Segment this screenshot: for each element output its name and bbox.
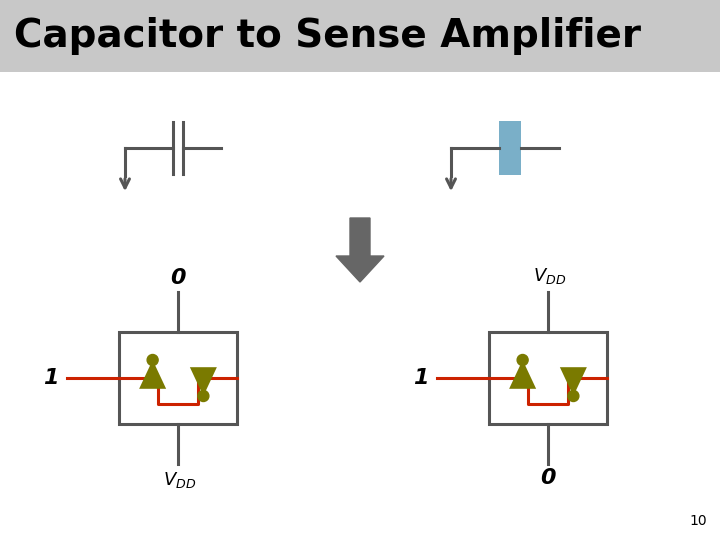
Circle shape (568, 390, 579, 402)
Text: 0: 0 (170, 268, 186, 288)
Text: 10: 10 (689, 514, 707, 528)
Polygon shape (190, 367, 217, 396)
Circle shape (198, 390, 209, 402)
Circle shape (517, 354, 528, 366)
Text: 0: 0 (540, 468, 556, 488)
Text: $V_{DD}$: $V_{DD}$ (534, 266, 567, 286)
Text: 1: 1 (43, 368, 59, 388)
FancyArrow shape (336, 218, 384, 282)
Text: $V_{DD}$: $V_{DD}$ (163, 470, 197, 490)
Bar (119, 332, 237, 424)
Circle shape (147, 354, 158, 366)
Bar (0, 72, 720, 540)
Bar (0, 0, 720, 72)
Bar (489, 332, 607, 424)
Polygon shape (509, 360, 536, 389)
Text: 1: 1 (413, 368, 429, 388)
Polygon shape (560, 367, 587, 396)
Polygon shape (139, 360, 166, 389)
Text: Capacitor to Sense Amplifier: Capacitor to Sense Amplifier (14, 17, 641, 55)
Bar (499, 121, 521, 175)
